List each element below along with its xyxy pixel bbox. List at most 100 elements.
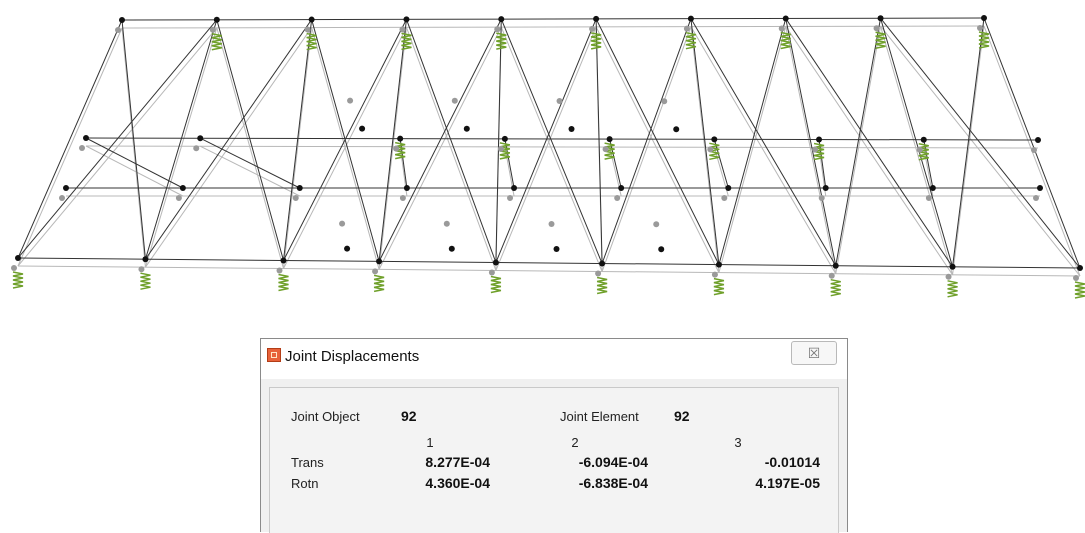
joint[interactable] — [920, 136, 927, 143]
joint[interactable] — [142, 256, 149, 263]
deformed-chord-2 — [85, 137, 1039, 141]
brace-joint[interactable] — [359, 125, 366, 132]
joint-undeformed — [59, 195, 65, 201]
joint[interactable] — [403, 16, 410, 23]
brace-joint[interactable] — [673, 126, 680, 133]
support-spring-icon — [830, 278, 841, 297]
joint[interactable] — [816, 136, 823, 143]
support-spring — [1074, 281, 1085, 299]
joint[interactable] — [197, 135, 204, 142]
model-viewport[interactable] — [0, 0, 1085, 330]
joint[interactable] — [606, 136, 613, 143]
joint[interactable] — [1037, 185, 1043, 191]
column-header-2: 2 — [571, 435, 579, 450]
joint-undeformed — [589, 25, 596, 32]
joint[interactable] — [397, 135, 404, 142]
joint[interactable] — [711, 136, 718, 143]
undeformed-diagonal — [952, 25, 985, 275]
brace-joint[interactable] — [463, 125, 470, 132]
undeformed-diagonal — [378, 26, 502, 270]
row-label-rotn: Rotn — [291, 476, 319, 491]
close-button[interactable]: ☒ — [791, 341, 837, 365]
brace-joint-undeformed — [347, 97, 354, 104]
joint[interactable] — [981, 15, 987, 21]
undeformed-shape — [17, 25, 1081, 277]
deformed-bottom-chord — [17, 257, 1081, 269]
rotn-value-1: 4.360E-04 — [425, 475, 490, 491]
joint[interactable] — [213, 16, 220, 23]
undeformed-diagonal — [311, 27, 380, 270]
brace-joint[interactable] — [344, 245, 351, 252]
undeformed-diagonal — [718, 26, 787, 273]
brace-joint-undeformed — [443, 220, 450, 227]
dialog-title: Joint Displacements — [285, 348, 420, 365]
deformed-joints[interactable] — [15, 15, 1083, 271]
joint-undeformed — [494, 26, 501, 33]
support-spring — [140, 272, 151, 290]
deformed-brace — [713, 139, 729, 189]
joint-undeformed — [399, 195, 406, 201]
joint[interactable] — [83, 135, 89, 141]
support-spring-icon — [685, 31, 697, 50]
deformed-post — [595, 18, 603, 264]
joint[interactable] — [1035, 137, 1041, 143]
deformed-top-chord — [121, 17, 985, 21]
brace-joint[interactable] — [568, 126, 575, 133]
joint[interactable] — [1077, 265, 1083, 271]
joint-undeformed — [276, 267, 283, 274]
dialog-titlebar[interactable]: Joint Displacements ☒ — [261, 339, 847, 379]
joint-undeformed — [79, 145, 85, 151]
support-spring-icon — [947, 280, 958, 298]
brace-joint[interactable] — [448, 245, 455, 252]
joint[interactable] — [511, 185, 518, 191]
joint[interactable] — [949, 263, 956, 270]
joint-undeformed — [778, 25, 785, 32]
brace-joint[interactable] — [658, 246, 665, 253]
joint[interactable] — [877, 15, 884, 22]
joint-object-value: 92 — [401, 408, 417, 424]
deformed-diagonal — [835, 18, 882, 266]
deformed-diagonal — [880, 17, 1081, 269]
joint[interactable] — [308, 16, 315, 23]
undeformed-diagonal — [145, 27, 313, 268]
joint[interactable] — [929, 185, 936, 191]
joint[interactable] — [119, 17, 125, 23]
brace-joint[interactable] — [553, 246, 560, 253]
joint-undeformed — [1073, 275, 1079, 281]
support-spring — [590, 32, 602, 50]
joint[interactable] — [498, 16, 505, 23]
support-spring — [306, 32, 317, 51]
joint[interactable] — [376, 258, 383, 265]
joint-undeformed — [292, 195, 299, 201]
support-spring — [978, 31, 990, 49]
undeformed-top-chord — [121, 25, 985, 29]
displacement-panel: Joint Object 92 Joint Element 92 1 2 3 T… — [269, 387, 839, 533]
joint[interactable] — [280, 257, 287, 264]
joint[interactable] — [403, 185, 410, 191]
joint[interactable] — [179, 185, 186, 191]
joint-undeformed — [977, 25, 983, 31]
joint[interactable] — [832, 262, 839, 269]
joint[interactable] — [599, 260, 606, 267]
deformed-diagonal — [595, 18, 720, 265]
joint[interactable] — [687, 15, 694, 22]
support-spring-icon — [140, 272, 151, 290]
support-spring-icon — [496, 32, 507, 50]
joint-undeformed — [873, 25, 880, 32]
joint[interactable] — [822, 185, 829, 191]
deformed-post — [690, 18, 720, 265]
joint[interactable] — [501, 135, 508, 142]
joint-undeformed — [11, 265, 17, 271]
joint[interactable] — [782, 15, 789, 22]
rotn-value-2: -6.838E-04 — [578, 475, 648, 491]
joint[interactable] — [593, 15, 600, 22]
joint[interactable] — [15, 255, 21, 261]
joint[interactable] — [618, 185, 625, 191]
joint[interactable] — [715, 261, 722, 268]
joint[interactable] — [296, 185, 303, 191]
joint[interactable] — [725, 185, 732, 191]
joint-displacements-dialog: Joint Displacements ☒ Joint Object 92 Jo… — [260, 338, 848, 533]
joint[interactable] — [63, 185, 69, 191]
joint-undeformed — [115, 27, 121, 33]
joint[interactable] — [492, 259, 499, 266]
